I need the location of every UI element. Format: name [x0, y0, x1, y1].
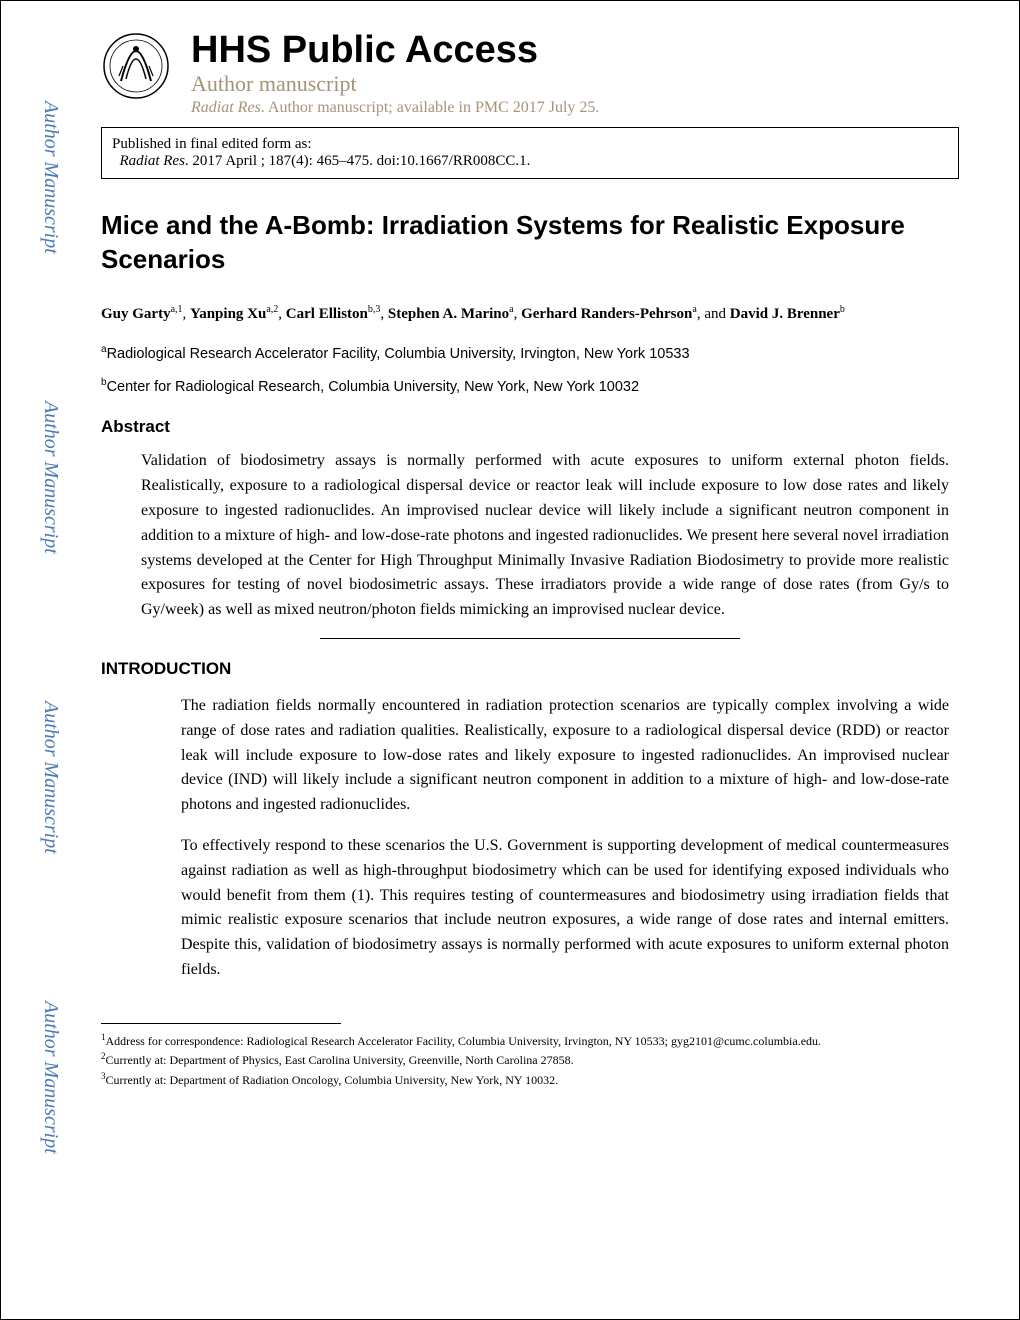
- author-1-sup: a,1: [171, 304, 183, 315]
- introduction-heading: INTRODUCTION: [101, 659, 959, 679]
- article-title: Mice and the A-Bomb: Irradiation Systems…: [101, 209, 959, 277]
- footnote-2-text: Currently at: Department of Physics, Eas…: [106, 1053, 574, 1067]
- author-1: Guy Garty: [101, 306, 171, 322]
- author-5: Gerhard Randers-Pehrson: [521, 306, 692, 322]
- hhs-logo-icon: [101, 31, 171, 101]
- author-3-sup: b,3: [368, 304, 381, 315]
- journal-name: Radiat Res: [191, 99, 261, 116]
- affiliation-b: bCenter for Radiological Research, Colum…: [101, 376, 959, 397]
- journal-info: Radiat Res. Author manuscript; available…: [191, 99, 959, 117]
- author-2: Yanping Xu: [190, 306, 266, 322]
- published-citation: Radiat Res. 2017 April ; 187(4): 465–475…: [112, 153, 948, 170]
- footnote-1: 1Address for correspondence: Radiologica…: [101, 1032, 959, 1050]
- authors: Guy Gartya,1, Yanping Xua,2, Carl Ellist…: [101, 302, 959, 326]
- introduction-para-2: To effectively respond to these scenario…: [181, 834, 949, 983]
- header-text: HHS Public Access Author manuscript Radi…: [191, 31, 959, 117]
- affiliation-a: aRadiological Research Accelerator Facil…: [101, 343, 959, 364]
- author-2-sup: a,2: [266, 304, 278, 315]
- footnote-3: 3Currently at: Department of Radiation O…: [101, 1071, 959, 1089]
- main-content: HHS Public Access Author manuscript Radi…: [101, 31, 959, 1090]
- author-3: Carl Elliston: [286, 306, 368, 322]
- abstract-divider: [320, 638, 740, 639]
- abstract-heading: Abstract: [101, 417, 959, 437]
- journal-rest: . Author manuscript; available in PMC 20…: [261, 99, 600, 116]
- author-4: Stephen A. Marino: [388, 306, 509, 322]
- published-line1: Published in final edited form as:: [112, 136, 948, 153]
- sidebar-watermark-1: Author Manuscript: [39, 101, 62, 254]
- footnote-3-text: Currently at: Department of Radiation On…: [106, 1073, 559, 1087]
- introduction-para-1: The radiation fields normally encountere…: [181, 694, 949, 818]
- footnotes-divider: [101, 1023, 341, 1024]
- sidebar-watermark-2: Author Manuscript: [39, 401, 62, 554]
- published-journal: Radiat Res: [120, 153, 185, 169]
- published-box: Published in final edited form as: Radia…: [101, 127, 959, 179]
- published-details: . 2017 April ; 187(4): 465–475. doi:10.1…: [185, 153, 530, 169]
- sidebar-watermark-4: Author Manuscript: [39, 1001, 62, 1154]
- footnote-1-text: Address for correspondence: Radiological…: [106, 1034, 822, 1048]
- sidebar-watermark-3: Author Manuscript: [39, 701, 62, 854]
- hhs-title: HHS Public Access: [191, 31, 959, 69]
- author-6-sup: b: [840, 304, 845, 315]
- header: HHS Public Access Author manuscript Radi…: [101, 31, 959, 117]
- footnote-2: 2Currently at: Department of Physics, Ea…: [101, 1051, 959, 1069]
- author-6: David J. Brenner: [730, 306, 840, 322]
- abstract-text: Validation of biodosimetry assays is nor…: [141, 449, 949, 623]
- affiliation-b-text: Center for Radiological Research, Columb…: [107, 379, 639, 395]
- author-5-sup: a: [692, 304, 696, 315]
- author-4-sup: a: [509, 304, 513, 315]
- author-manuscript-label: Author manuscript: [191, 71, 959, 97]
- affiliation-a-text: Radiological Research Accelerator Facili…: [107, 346, 690, 362]
